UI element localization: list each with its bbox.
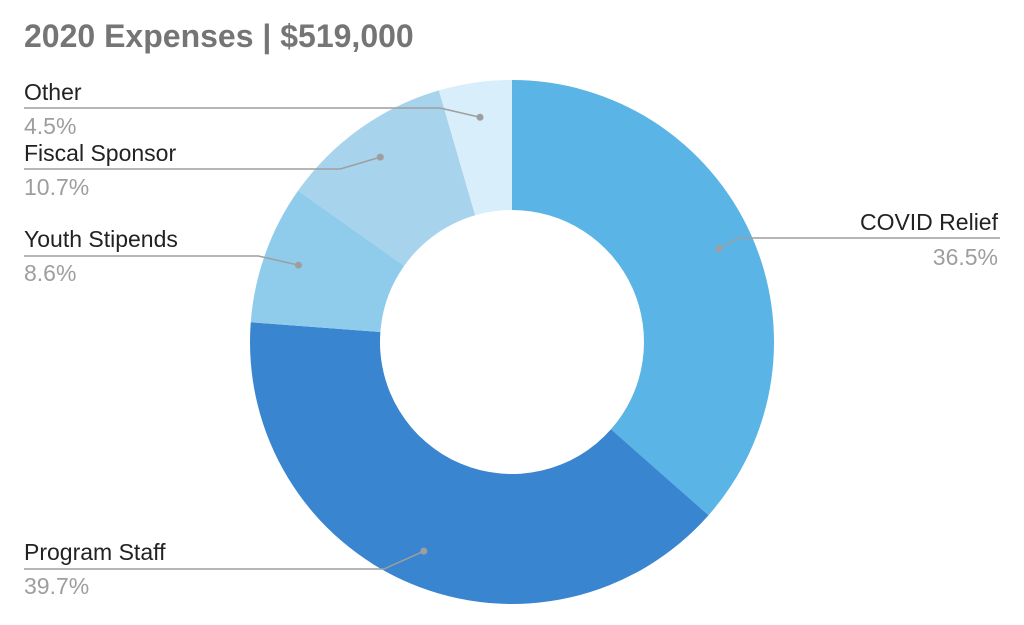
leader-line-program-staff xyxy=(24,550,425,570)
slice-value-fiscal-sponsor: 10.7% xyxy=(24,174,89,200)
slice-label-other: Other xyxy=(24,79,82,105)
leader-dot-program-staff xyxy=(420,547,428,555)
slice-value-program-staff: 39.7% xyxy=(24,573,89,599)
leader-line-fiscal-sponsor xyxy=(24,156,381,170)
slice-value-covid-relief: 36.5% xyxy=(933,244,998,270)
slice-labels: COVID Relief 36.5% Program Staff 39.7% Youth… xyxy=(24,79,1000,599)
slice-label-youth-stipends: Youth Stipends xyxy=(24,226,178,252)
leader-line-other xyxy=(24,107,481,118)
slice-other xyxy=(438,80,512,216)
slice-value-youth-stipends: 8.6% xyxy=(24,260,76,286)
slice-value-other: 4.5% xyxy=(24,113,76,139)
slice-fiscal-sponsor xyxy=(298,90,476,266)
slice-label-fiscal-sponsor: Fiscal Sponsor xyxy=(24,140,176,166)
leader-dot-youth-stipends xyxy=(294,261,302,269)
leader-dot-other xyxy=(476,113,484,121)
leader-dot-fiscal-sponsor xyxy=(376,153,384,161)
leader-line-youth-stipends xyxy=(24,255,299,266)
slice-label-program-staff: Program Staff xyxy=(24,539,166,565)
donut-slices xyxy=(250,80,775,604)
leader-line-covid-relief xyxy=(718,237,1000,250)
slice-label-covid-relief: COVID Relief xyxy=(860,209,999,235)
slice-program-staff xyxy=(250,322,709,604)
slice-youth-stipends xyxy=(250,190,405,333)
leader-dot-covid-relief xyxy=(715,245,723,253)
slice-covid-relief xyxy=(512,80,775,516)
chart-title: 2020 Expenses | $519,000 xyxy=(24,18,414,54)
